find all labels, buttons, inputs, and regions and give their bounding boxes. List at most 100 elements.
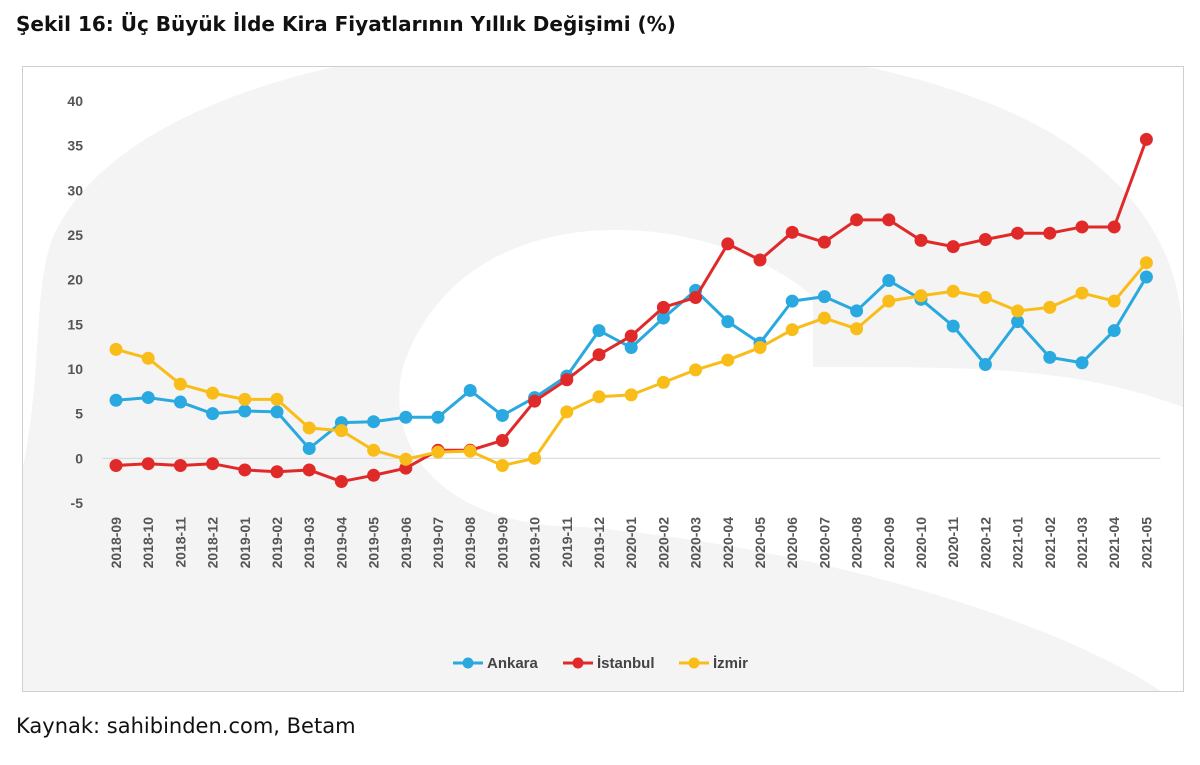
data-point [206,407,220,421]
data-point [850,213,864,227]
data-point [882,213,896,227]
watermark-background [23,67,1183,691]
x-tick-label: 2020-07 [816,517,832,569]
data-point [367,415,381,429]
data-point [173,458,187,472]
data-point [1107,294,1121,308]
y-tick-label: 0 [75,450,83,466]
x-tick-label: 2020-03 [688,517,704,569]
data-point [882,274,896,288]
x-tick-label: 2019-06 [398,517,414,569]
x-tick-label: 2018-12 [205,517,221,569]
data-point [1043,300,1057,314]
data-point [1075,220,1089,234]
legend-label: İzmir [713,655,748,672]
data-point [624,388,638,402]
y-tick-label: 40 [67,93,83,109]
data-point [1011,315,1025,329]
data-point [785,323,799,337]
data-point [753,341,767,355]
data-point [238,404,252,418]
data-point [495,433,509,447]
legend-marker [572,657,584,669]
x-tick-label: 2021-05 [1138,517,1154,569]
chart-title: Şekil 16: Üç Büyük İlde Kira Fiyatlarını… [16,12,676,36]
y-tick-label: 5 [75,406,83,422]
legend-item: İstanbul [563,655,655,672]
data-point [399,452,413,466]
legend-item: İzmir [679,655,748,672]
series-2 [109,256,1153,472]
series-1 [109,132,1153,489]
data-point [463,383,477,397]
y-tick-label: 10 [67,361,83,377]
x-tick-label: 2019-12 [591,517,607,569]
x-tick-label: 2019-11 [559,517,575,568]
y-tick-label: 15 [67,316,83,332]
data-point [1139,256,1153,270]
data-point [141,351,155,365]
x-tick-label: 2018-09 [108,517,124,569]
x-tick-label: 2021-04 [1106,517,1122,569]
data-point [109,458,123,472]
x-tick-label: 2019-09 [494,517,510,569]
x-tick-label: 2020-11 [945,517,961,568]
legend-marker [688,657,700,669]
data-point [978,232,992,246]
data-point [302,442,316,456]
data-point [109,342,123,356]
data-point [656,375,670,389]
y-tick-label: 30 [67,182,83,198]
data-point [1043,226,1057,240]
data-point [431,410,445,424]
data-point [528,394,542,408]
series-0 [109,270,1153,456]
data-point [624,329,638,343]
data-point [850,322,864,336]
chart-frame: -5 0 5 10 15 20 25 30 35 40 2018-09 2018-10 2018-11 2… [22,66,1184,692]
data-point [1139,270,1153,284]
x-tick-label: 2020-06 [784,517,800,569]
x-tick-label: 2020-04 [720,517,736,569]
data-point [367,443,381,457]
data-point [689,291,703,305]
data-point [238,392,252,406]
x-tick-label: 2019-10 [527,517,543,569]
data-point [785,225,799,239]
data-point [141,391,155,405]
data-point [914,233,928,247]
x-tick-label: 2019-08 [462,517,478,569]
x-tick-label: 2020-02 [655,517,671,569]
x-tick-label: 2021-02 [1042,517,1058,569]
data-point [721,353,735,367]
data-point [1011,226,1025,240]
data-point [656,300,670,314]
data-point [302,421,316,435]
data-point [206,386,220,400]
data-point [463,444,477,458]
data-point [560,405,574,419]
data-point [399,461,413,475]
data-point [173,377,187,391]
legend-label: İstanbul [597,655,655,672]
data-point [817,311,831,325]
x-tick-label: 2019-01 [237,517,253,569]
y-tick-label: -5 [71,495,84,511]
data-point [334,424,348,438]
data-point [495,458,509,472]
x-tick-label: 2020-08 [849,517,865,569]
data-point [206,457,220,471]
data-point [946,284,960,298]
line-chart: -5 0 5 10 15 20 25 30 35 40 2018-09 2018-10 2018-11 2… [23,67,1183,691]
y-tick-label: 35 [67,138,83,154]
data-point [1075,286,1089,300]
data-point [785,294,799,308]
data-point [882,294,896,308]
data-point [978,291,992,305]
y-tick-label: 25 [67,227,83,243]
data-point [528,451,542,465]
legend-item: Ankara [453,655,539,672]
data-point [399,410,413,424]
data-point [946,319,960,333]
data-point [1107,220,1121,234]
